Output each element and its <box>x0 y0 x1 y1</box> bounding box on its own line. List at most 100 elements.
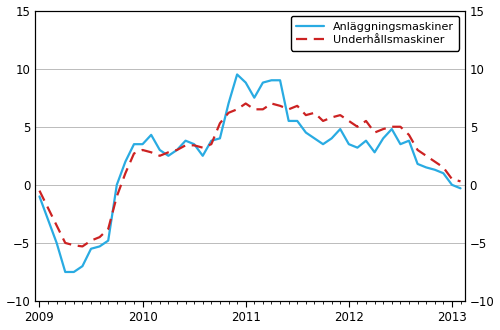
Underhållsmaskiner <box>346 119 352 123</box>
Underhållsmaskiner <box>389 125 395 129</box>
Underhållsmaskiner <box>440 165 446 169</box>
Anläggningsmaskiner <box>217 136 223 140</box>
Underhållsmaskiner <box>234 107 240 111</box>
Underhållsmaskiner <box>45 206 51 210</box>
Underhållsmaskiner <box>131 151 137 155</box>
Anläggningsmaskiner <box>458 186 464 190</box>
Underhållsmaskiner <box>80 245 86 248</box>
Underhållsmaskiner <box>54 223 60 227</box>
Underhållsmaskiner <box>414 148 420 152</box>
Underhållsmaskiner <box>96 235 102 239</box>
Anläggningsmaskiner <box>148 133 154 137</box>
Anläggningsmaskiner <box>260 81 266 84</box>
Line: Underhållsmaskiner: Underhållsmaskiner <box>40 104 461 247</box>
Underhållsmaskiner <box>242 102 248 106</box>
Underhållsmaskiner <box>294 104 300 108</box>
Anläggningsmaskiner <box>234 73 240 77</box>
Anläggningsmaskiner <box>174 148 180 152</box>
Anläggningsmaskiner <box>71 270 77 274</box>
Anläggningsmaskiner <box>36 194 43 198</box>
Anläggningsmaskiner <box>140 142 145 146</box>
Underhållsmaskiner <box>380 127 386 131</box>
Anläggningsmaskiner <box>96 245 102 248</box>
Anläggningsmaskiner <box>208 139 214 143</box>
Underhållsmaskiner <box>174 148 180 152</box>
Anläggningsmaskiner <box>363 139 369 143</box>
Anläggningsmaskiner <box>166 154 172 158</box>
Anläggningsmaskiner <box>182 139 188 143</box>
Underhållsmaskiner <box>166 150 172 154</box>
Underhållsmaskiner <box>354 125 360 129</box>
Anläggningsmaskiner <box>449 183 455 187</box>
Underhållsmaskiner <box>449 177 455 181</box>
Underhållsmaskiner <box>432 160 438 164</box>
Anläggningsmaskiner <box>312 136 318 140</box>
Underhållsmaskiner <box>122 171 128 175</box>
Anläggningsmaskiner <box>114 183 120 187</box>
Underhållsmaskiner <box>363 119 369 123</box>
Underhållsmaskiner <box>148 150 154 154</box>
Underhållsmaskiner <box>114 194 120 198</box>
Anläggningsmaskiner <box>122 160 128 164</box>
Underhållsmaskiner <box>105 227 111 231</box>
Underhållsmaskiner <box>140 148 145 152</box>
Underhållsmaskiner <box>217 121 223 125</box>
Anläggningsmaskiner <box>105 239 111 243</box>
Anläggningsmaskiner <box>440 171 446 175</box>
Anläggningsmaskiner <box>303 131 309 135</box>
Underhållsmaskiner <box>71 243 77 247</box>
Underhållsmaskiner <box>260 107 266 111</box>
Anläggningsmaskiner <box>354 146 360 149</box>
Underhållsmaskiner <box>200 146 205 149</box>
Underhållsmaskiner <box>328 115 334 119</box>
Anläggningsmaskiner <box>268 78 274 82</box>
Anläggningsmaskiner <box>157 148 163 152</box>
Anläggningsmaskiner <box>54 241 60 245</box>
Anläggningsmaskiner <box>80 264 86 268</box>
Anläggningsmaskiner <box>62 270 68 274</box>
Underhållsmaskiner <box>320 119 326 123</box>
Underhållsmaskiner <box>458 180 464 183</box>
Anläggningsmaskiner <box>200 154 205 158</box>
Underhållsmaskiner <box>182 143 188 147</box>
Underhållsmaskiner <box>398 125 404 129</box>
Underhållsmaskiner <box>226 111 232 115</box>
Anläggningsmaskiner <box>45 218 51 222</box>
Anläggningsmaskiner <box>277 78 283 82</box>
Underhållsmaskiner <box>406 133 412 137</box>
Underhållsmaskiner <box>268 102 274 106</box>
Underhållsmaskiner <box>286 107 292 111</box>
Underhållsmaskiner <box>252 107 258 111</box>
Anläggningsmaskiner <box>88 247 94 251</box>
Anläggningsmaskiner <box>294 119 300 123</box>
Anläggningsmaskiner <box>328 136 334 140</box>
Anläggningsmaskiner <box>337 127 343 131</box>
Underhållsmaskiner <box>208 142 214 146</box>
Anläggningsmaskiner <box>346 142 352 146</box>
Anläggningsmaskiner <box>242 81 248 84</box>
Anläggningsmaskiner <box>380 136 386 140</box>
Underhållsmaskiner <box>277 104 283 108</box>
Anläggningsmaskiner <box>406 139 412 143</box>
Underhållsmaskiner <box>337 113 343 117</box>
Underhållsmaskiner <box>157 154 163 158</box>
Anläggningsmaskiner <box>131 142 137 146</box>
Anläggningsmaskiner <box>320 142 326 146</box>
Legend: Anläggningsmaskiner, Underhållsmaskiner: Anläggningsmaskiner, Underhållsmaskiner <box>290 16 460 50</box>
Anläggningsmaskiner <box>372 150 378 154</box>
Anläggningsmaskiner <box>432 168 438 172</box>
Underhållsmaskiner <box>62 241 68 245</box>
Underhållsmaskiner <box>303 113 309 117</box>
Underhållsmaskiner <box>88 239 94 243</box>
Anläggningsmaskiner <box>226 102 232 106</box>
Underhållsmaskiner <box>36 189 43 193</box>
Underhållsmaskiner <box>372 131 378 135</box>
Anläggningsmaskiner <box>398 142 404 146</box>
Anläggningsmaskiner <box>389 127 395 131</box>
Anläggningsmaskiner <box>414 162 420 166</box>
Anläggningsmaskiner <box>191 142 197 146</box>
Anläggningsmaskiner <box>286 119 292 123</box>
Anläggningsmaskiner <box>423 165 429 169</box>
Underhållsmaskiner <box>312 111 318 115</box>
Underhållsmaskiner <box>191 143 197 147</box>
